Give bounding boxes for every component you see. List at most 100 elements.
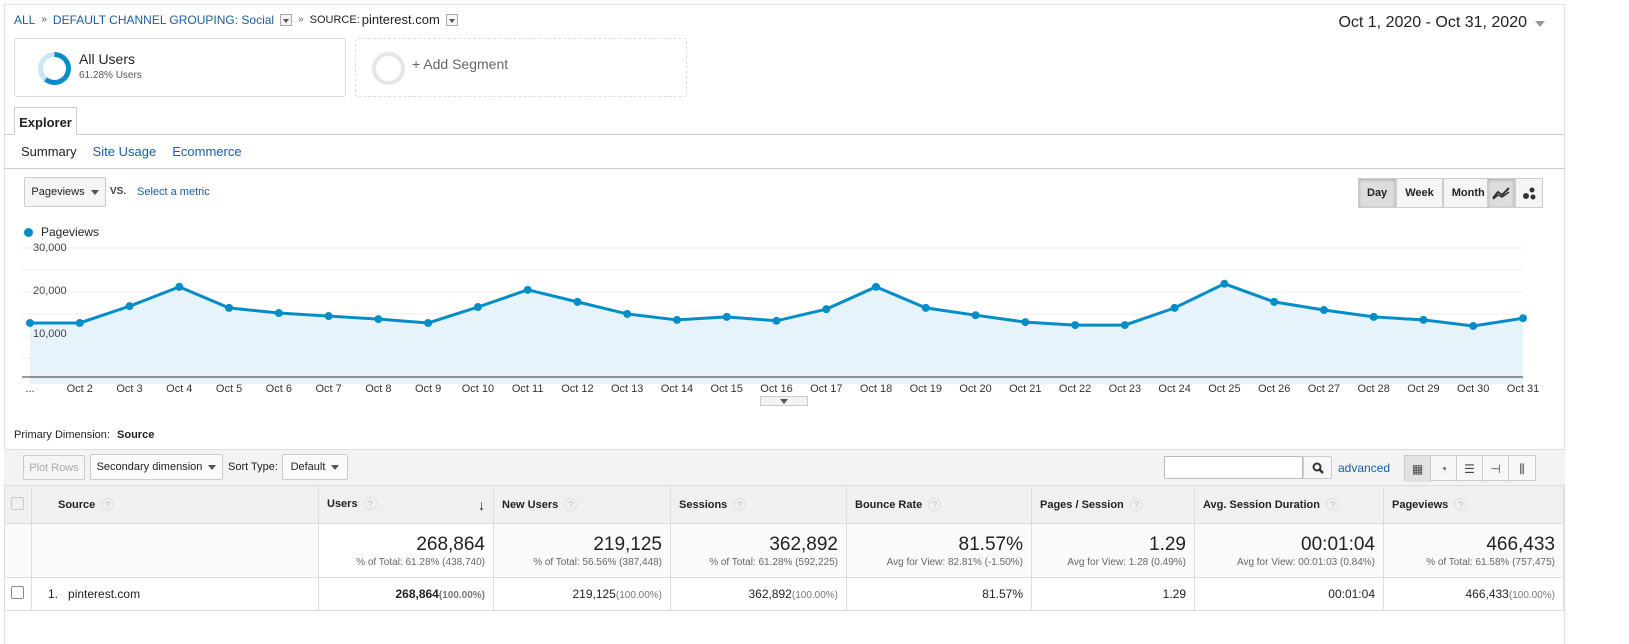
x-tick-label: Oct 2 [67, 383, 93, 395]
total-bounce-rate: 81.57% Avg for View: 82.81% (-1.50%) [846, 523, 1032, 578]
help-icon: ? [1325, 498, 1339, 511]
table-view-icon[interactable]: ▦ [1405, 456, 1431, 482]
metric-label: Pageviews [31, 186, 85, 198]
breadcrumb-sep: » [298, 14, 304, 25]
x-tick-label: Oct 18 [860, 383, 892, 395]
segment-all-users[interactable]: All Users 61.28% Users [14, 38, 346, 97]
breadcrumb-sep: » [41, 14, 47, 25]
pivot-view-icon[interactable]: ⫼ [1519, 461, 1525, 476]
performance-view-icon[interactable]: ☰ [1457, 456, 1483, 482]
motion-chart-icon[interactable] [1515, 178, 1543, 208]
select-all-checkbox[interactable] [11, 496, 24, 510]
chart-collapse-handle[interactable] [760, 396, 808, 406]
row-checkbox[interactable] [11, 586, 24, 599]
help-icon: ? [564, 498, 578, 511]
data-point [324, 312, 333, 321]
help-icon: ? [363, 496, 377, 510]
subtab-ecommerce[interactable]: Ecommerce [172, 144, 242, 159]
row-new-users: 219,125 [572, 587, 616, 601]
empty-segment-icon [372, 52, 405, 85]
sort-type-label: Sort Type: [228, 461, 278, 473]
header-bounce-rate[interactable]: Bounce Rate? [846, 485, 1032, 524]
data-point [722, 312, 731, 321]
advanced-filter-link[interactable]: advanced [1338, 461, 1391, 475]
period-toggle: Day Week Month [1358, 178, 1494, 208]
header-pageviews[interactable]: Pageviews? [1383, 485, 1564, 524]
y-tick-label: 10,000 [33, 328, 67, 340]
header-avg-duration[interactable]: Avg. Session Duration? [1194, 485, 1384, 524]
header-sessions[interactable]: Sessions? [670, 485, 847, 524]
breadcrumb-all[interactable]: ALL [14, 12, 36, 27]
subtab-summary[interactable]: Summary [21, 144, 77, 159]
date-range-picker[interactable]: Oct 1, 2020 - Oct 31, 2020 [1338, 14, 1545, 32]
x-tick-label: Oct 27 [1308, 383, 1340, 395]
table-search-input[interactable] [1164, 456, 1303, 479]
data-point [872, 282, 881, 291]
x-tick-label: Oct 3 [116, 383, 142, 395]
x-tick-label: Oct 6 [266, 383, 292, 395]
period-day[interactable]: Day [1358, 178, 1397, 208]
period-week[interactable]: Week [1396, 178, 1443, 208]
data-point [1021, 318, 1030, 327]
primary-dimension: Primary Dimension: Source [14, 429, 154, 441]
x-tick-label: Oct 10 [462, 383, 494, 395]
metric-dropdown[interactable]: Pageviews [24, 177, 106, 207]
subtab-site-usage[interactable]: Site Usage [92, 144, 157, 159]
header-users[interactable]: Users? ↓ [318, 485, 494, 524]
grouping-dropdown-icon[interactable] [280, 13, 293, 26]
secondary-dimension-dropdown[interactable]: Secondary dimension [90, 454, 223, 480]
plot-rows-button[interactable]: Plot Rows [23, 455, 85, 480]
x-tick-label: Oct 21 [1009, 383, 1041, 395]
chevron-down-icon [331, 464, 340, 474]
sort-type-value: Default [290, 461, 326, 473]
x-tick-label: Oct 12 [561, 383, 593, 395]
data-point [1469, 321, 1478, 330]
chevron-down-icon [208, 464, 217, 474]
source-value: pinterest.com [361, 12, 440, 27]
header-source[interactable]: Source? [31, 485, 319, 524]
primary-dimension-value[interactable]: Source [117, 429, 155, 441]
row-source-link[interactable]: pinterest.com [68, 587, 141, 601]
data-point [971, 311, 980, 320]
table-header: Source? Users? ↓ New Users? Sessions? Bou… [4, 485, 1564, 524]
data-point [672, 315, 681, 324]
x-tick-label: Oct 17 [810, 383, 842, 395]
total-pages-session: 1.29 Avg for View: 1.28 (0.49%) [1031, 523, 1195, 578]
x-tick-label: Oct 19 [910, 383, 942, 395]
data-table: Source? Users? ↓ New Users? Sessions? Bou… [4, 485, 1564, 611]
breadcrumb: ALL » DEFAULT CHANNEL GROUPING: Social »… [14, 12, 458, 27]
header-new-users[interactable]: New Users? [493, 485, 671, 524]
data-point [1220, 279, 1229, 288]
help-icon: ? [1454, 498, 1468, 511]
search-icon[interactable] [1303, 456, 1332, 479]
tab-explorer[interactable]: Explorer [14, 107, 77, 135]
breadcrumb-grouping[interactable]: DEFAULT CHANNEL GROUPING: Social [52, 12, 275, 27]
x-tick-label: Oct 23 [1109, 383, 1141, 395]
x-tick-label: Oct 22 [1059, 383, 1091, 395]
help-icon: ? [101, 498, 115, 511]
vs-label: VS. [110, 186, 127, 197]
select-metric-link[interactable]: Select a metric [137, 186, 210, 198]
data-point [623, 309, 632, 318]
x-tick-label: Oct 26 [1258, 383, 1290, 395]
add-segment-button[interactable]: + Add Segment [355, 38, 687, 97]
table-toolbar: Plot Rows Secondary dimension Sort Type:… [4, 449, 1565, 485]
x-tick-label: Oct 24 [1158, 383, 1190, 395]
sort-type-dropdown[interactable]: Default [282, 454, 348, 480]
subtabs: Summary Site Usage Ecommerce [21, 144, 242, 159]
line-chart-icon[interactable] [1487, 178, 1515, 208]
header-pages-session[interactable]: Pages / Session? [1031, 485, 1195, 524]
segment-sub: 61.28% Users [79, 70, 142, 81]
pie-view-icon[interactable]: ◔ [1431, 456, 1457, 482]
row-pageviews: 466,433 [1465, 587, 1509, 601]
source-dropdown-icon[interactable] [445, 13, 458, 26]
y-tick-label: 20,000 [33, 285, 67, 297]
row-sessions-pct: (100.00%) [791, 590, 838, 601]
period-month[interactable]: Month [1442, 178, 1494, 208]
x-tick-label: Oct 14 [661, 383, 693, 395]
data-point [473, 303, 482, 312]
x-tick-label: Oct 28 [1357, 383, 1389, 395]
comparison-view-icon[interactable]: ⊣ [1483, 456, 1509, 482]
x-tick-label: Oct 20 [959, 383, 991, 395]
data-point [1120, 321, 1129, 330]
